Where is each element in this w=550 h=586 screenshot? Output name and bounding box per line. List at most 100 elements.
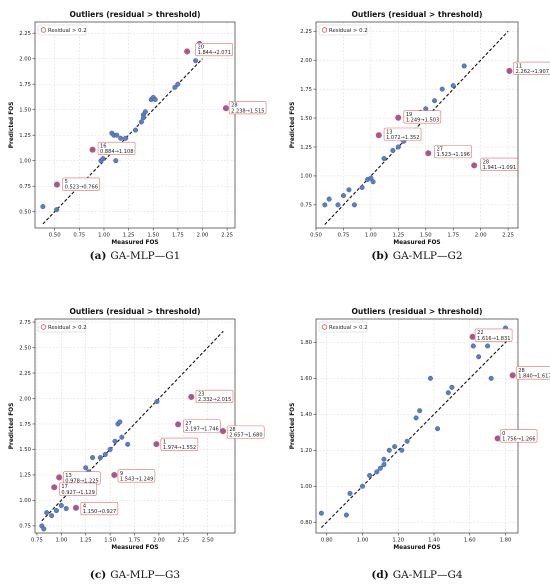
outlier-annotation-box xyxy=(403,110,442,124)
x-tick-label: 1.75 xyxy=(129,538,141,544)
outlier-index: 20 xyxy=(198,45,204,51)
x-tick-label: 2.00 xyxy=(153,538,165,544)
y-tick-label: 1.50 xyxy=(19,108,31,114)
data-point xyxy=(154,399,160,405)
y-tick-label: 2.25 xyxy=(19,371,31,377)
x-tick-label: 1.60 xyxy=(464,538,476,544)
outlier-annotation-box xyxy=(515,366,550,380)
data-point xyxy=(427,375,433,381)
outlier-value: 1.756→1.266 xyxy=(502,436,535,442)
data-point xyxy=(97,455,103,461)
y-tick-label: 1.75 xyxy=(300,87,312,93)
y-tick-label: 1.40 xyxy=(300,412,312,418)
data-point xyxy=(114,132,120,138)
chart-title: Outliers (residual > threshold) xyxy=(69,307,200,316)
data-point xyxy=(340,193,346,199)
data-point xyxy=(413,415,419,421)
outlier-point xyxy=(56,474,63,481)
legend-label: Residual > 0.2 xyxy=(48,325,87,331)
outlier-index: 5 xyxy=(65,179,68,185)
data-point xyxy=(488,375,494,381)
outlier-value: 2.657→1.680 xyxy=(229,433,262,439)
data-point xyxy=(351,202,357,208)
data-point xyxy=(449,384,455,390)
outlier-value: 1.616→1.831 xyxy=(477,336,510,342)
y-tick-label: 0.50 xyxy=(19,209,31,215)
y-tick-label: 1.20 xyxy=(300,448,312,454)
y-tick-label: 2.00 xyxy=(300,58,312,64)
panel-caption: (d) GA-MLP—G4 xyxy=(371,569,462,581)
outlier-point xyxy=(469,333,476,340)
legend-box xyxy=(37,321,87,333)
outlier-point xyxy=(153,441,160,448)
x-tick-label: 0.75 xyxy=(31,538,43,544)
y-tick-label: 2.00 xyxy=(19,396,31,402)
outlier-annotation-box xyxy=(383,127,422,141)
data-point xyxy=(370,179,376,185)
outlier-annotation-box xyxy=(195,389,234,403)
legend-label: Residual > 0.2 xyxy=(329,28,368,34)
caption-text: GA-MLP—G2 xyxy=(393,250,463,262)
data-point xyxy=(476,354,482,360)
outlier-index: 9 xyxy=(120,471,123,477)
outlier-index: 16 xyxy=(100,143,106,149)
data-point xyxy=(417,408,423,414)
data-point xyxy=(386,447,392,453)
outlier-point xyxy=(395,114,402,121)
legend-box xyxy=(318,321,368,333)
outlier-value: 2.332→2.015 xyxy=(198,397,231,403)
x-tick-label: 2.00 xyxy=(197,233,209,239)
y-tick-label: 1.00 xyxy=(300,174,312,180)
outlier-index: 13 xyxy=(65,473,71,479)
data-point xyxy=(53,508,59,514)
legend-marker xyxy=(321,27,328,33)
y-tick-label: 2.25 xyxy=(300,29,312,35)
data-point xyxy=(367,472,373,478)
outlier-index: 22 xyxy=(477,330,483,336)
data-point xyxy=(123,135,129,141)
x-axis-label: Measured FOS xyxy=(393,240,440,246)
y-tick-label: 1.50 xyxy=(300,116,312,122)
data-point xyxy=(41,526,47,532)
data-point xyxy=(392,444,398,450)
outlier-point xyxy=(51,484,58,491)
identity-line xyxy=(42,58,203,225)
data-point xyxy=(346,187,352,193)
outlier-annotation-box xyxy=(195,42,233,57)
data-point xyxy=(322,202,328,208)
x-tick-label: 1.00 xyxy=(365,233,377,239)
y-tick-label: 2.00 xyxy=(19,57,31,63)
data-point xyxy=(125,441,131,447)
x-tick-label: 1.25 xyxy=(123,233,135,239)
outlier-annotation-box xyxy=(59,482,97,496)
data-point xyxy=(374,469,380,475)
outlier-annotation-box xyxy=(117,469,156,483)
outlier-value: 2.262→1.907 xyxy=(516,69,549,75)
legend-label: Residual > 0.2 xyxy=(48,28,87,34)
caption-letter: (c) xyxy=(90,569,106,581)
plot-frame xyxy=(315,21,519,229)
y-tick-label: 1.00 xyxy=(19,498,31,504)
y-tick-label: 1.75 xyxy=(19,82,31,88)
x-axis-label: Measured FOS xyxy=(111,240,158,246)
data-point xyxy=(485,343,491,349)
legend-marker xyxy=(40,27,47,33)
legend-box xyxy=(37,24,87,36)
legend: Residual > 0.2 xyxy=(37,321,87,333)
outlier-value: 0.884→1.108 xyxy=(100,149,133,155)
x-tick-label: 0.50 xyxy=(310,233,322,239)
data-point xyxy=(63,506,69,512)
x-tick-label: 2.50 xyxy=(202,538,214,544)
y-tick-label: 1.25 xyxy=(19,133,31,139)
x-tick-label: 1.75 xyxy=(172,233,184,239)
outlier-point xyxy=(375,132,382,139)
chart-title: Outliers (residual > threshold) xyxy=(351,307,482,316)
outlier-point xyxy=(111,471,118,479)
outlier-index: 4 xyxy=(83,504,86,510)
chart-panel-3: Outliers (residual > threshold) 0.80 1.00 1… xyxy=(290,307,550,581)
x-tick-label: 1.50 xyxy=(420,233,432,239)
y-tick-label: 1.75 xyxy=(19,422,31,428)
data-point xyxy=(359,483,365,489)
data-point xyxy=(132,127,138,133)
outlier-annotation-box xyxy=(226,425,265,439)
